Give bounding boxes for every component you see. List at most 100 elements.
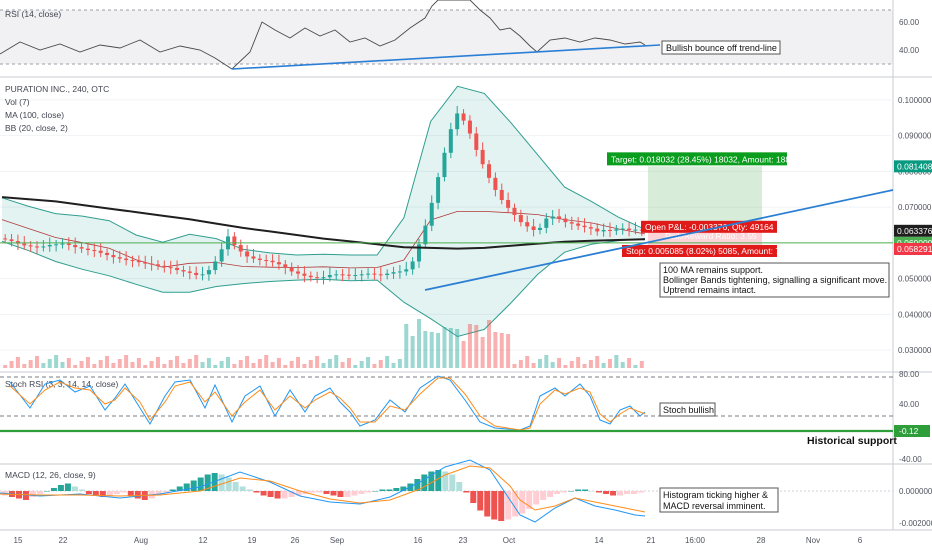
time-axis-label: Sep bbox=[330, 536, 345, 545]
candle-body bbox=[569, 222, 574, 224]
macd-histogram-bar bbox=[526, 491, 533, 509]
candle-body bbox=[232, 236, 237, 246]
macd-histogram-bar bbox=[106, 491, 113, 496]
volume-bar bbox=[588, 360, 593, 368]
candle-body bbox=[92, 250, 97, 252]
candle-body bbox=[487, 164, 492, 178]
stoch-axis-label-40: 40.00 bbox=[899, 400, 920, 409]
price-axis-label: 0.050000 bbox=[898, 275, 932, 284]
candle-body bbox=[315, 277, 320, 279]
macd-histogram-bar bbox=[176, 486, 183, 491]
candle-body bbox=[429, 202, 434, 226]
macd-histogram-bar bbox=[491, 491, 498, 520]
volume-bar bbox=[168, 360, 173, 368]
price-axis-label: 0.040000 bbox=[898, 310, 932, 319]
volume-bar bbox=[213, 365, 218, 368]
candle-body bbox=[614, 229, 619, 231]
volume-bar bbox=[601, 363, 606, 368]
candle-body bbox=[238, 245, 243, 252]
candle-body bbox=[79, 247, 84, 249]
ma-note-box[interactable]: 100 MA remains support. Bollinger Bands … bbox=[659, 262, 890, 298]
candle-body bbox=[391, 272, 396, 274]
volume-bar bbox=[73, 365, 78, 368]
candle-body bbox=[607, 230, 612, 232]
volume-bar bbox=[569, 361, 574, 368]
volume-bar bbox=[627, 358, 632, 368]
time-axis-label: 14 bbox=[595, 536, 604, 545]
candle-body bbox=[346, 274, 351, 276]
candle-body bbox=[245, 251, 250, 257]
stoch-note-box[interactable]: Stoch bullish bbox=[659, 402, 716, 417]
macd-histogram-bar bbox=[169, 489, 176, 491]
price-tag bbox=[894, 224, 932, 237]
macd-histogram-bar bbox=[379, 489, 386, 491]
macd-histogram-bar bbox=[197, 477, 204, 491]
volume-bar bbox=[270, 362, 275, 368]
rsi-note-box[interactable]: Bullish bounce off trend-line bbox=[661, 40, 781, 55]
macd-note-box[interactable]: Histogram ticking higher & MACD reversal… bbox=[659, 487, 779, 513]
candle-body bbox=[60, 243, 65, 245]
rsi-band-fill bbox=[0, 10, 893, 64]
price-tag-text: 0.063376 bbox=[897, 226, 932, 236]
candle-body bbox=[162, 265, 167, 268]
volume-bar bbox=[372, 364, 377, 368]
macd-histogram-bar bbox=[134, 491, 141, 499]
macd-histogram-bar bbox=[414, 479, 421, 491]
macd-title: MACD (12, 26, close, 9) bbox=[5, 470, 96, 480]
volume-bar bbox=[474, 325, 479, 368]
candle-body bbox=[168, 267, 173, 269]
candle-body bbox=[576, 223, 581, 226]
candle-body bbox=[105, 252, 110, 256]
volume-bar bbox=[15, 357, 20, 368]
macd-histogram-bar bbox=[624, 491, 631, 494]
macd-histogram-bar bbox=[85, 491, 92, 494]
macd-histogram-bar bbox=[428, 471, 435, 491]
volume-bar bbox=[181, 363, 186, 368]
volume-bar bbox=[219, 361, 224, 368]
volume-bar bbox=[576, 357, 581, 368]
position-target-zone[interactable] bbox=[648, 166, 762, 231]
candle-body bbox=[321, 277, 326, 279]
candle-body bbox=[359, 274, 364, 276]
volume-bar bbox=[130, 362, 135, 368]
macd-histogram-bar bbox=[484, 491, 491, 517]
candle-body bbox=[385, 273, 390, 276]
macd-note-line-2: MACD reversal imminent. bbox=[663, 501, 766, 511]
bollinger-upper-band bbox=[1, 85, 646, 256]
candle-body bbox=[518, 214, 523, 223]
candle-body bbox=[3, 238, 8, 240]
candle-body bbox=[54, 244, 59, 246]
stoch-axis-label-80: 80.00 bbox=[899, 370, 920, 379]
candle-body bbox=[264, 260, 269, 262]
macd-histogram-bar bbox=[456, 482, 463, 491]
macd-note-line-1: Histogram ticking higher & bbox=[663, 490, 768, 500]
candle-body bbox=[73, 245, 78, 248]
rsi-line bbox=[0, 0, 646, 70]
stop-label: Stop: 0.005085 (8.02%) 5085, Amount: 750 bbox=[622, 244, 790, 257]
study-ma: MA (100, close) bbox=[5, 110, 64, 120]
macd-histogram-bar bbox=[288, 491, 295, 497]
entry-label: Open P&L: -0.003376, Qty: 49164 bbox=[641, 220, 777, 233]
candle-body bbox=[582, 225, 587, 228]
macd-histogram-bar bbox=[120, 491, 127, 493]
price-axis-label: 0.090000 bbox=[898, 132, 932, 141]
historical-support-text: Historical support bbox=[807, 435, 897, 447]
macd-histogram-bar bbox=[540, 491, 547, 500]
candle-body bbox=[550, 216, 555, 219]
macd-histogram-bar bbox=[281, 491, 288, 499]
volume-bar bbox=[155, 357, 160, 368]
volume-bar bbox=[92, 364, 97, 368]
volume-bar bbox=[175, 356, 180, 368]
candle-body bbox=[181, 270, 186, 272]
price-axis-label: 0.070000 bbox=[898, 203, 932, 212]
volume-bar bbox=[614, 355, 619, 368]
volume-bar bbox=[41, 363, 46, 368]
macd-histogram-bar bbox=[78, 489, 85, 491]
rsi-axis-label-60: 60.00 bbox=[899, 18, 920, 27]
macd-histogram-bar bbox=[519, 491, 526, 514]
candle-body bbox=[85, 248, 90, 251]
candle-body bbox=[187, 271, 192, 273]
volume-bar bbox=[442, 327, 447, 368]
volume-bar bbox=[429, 332, 434, 368]
